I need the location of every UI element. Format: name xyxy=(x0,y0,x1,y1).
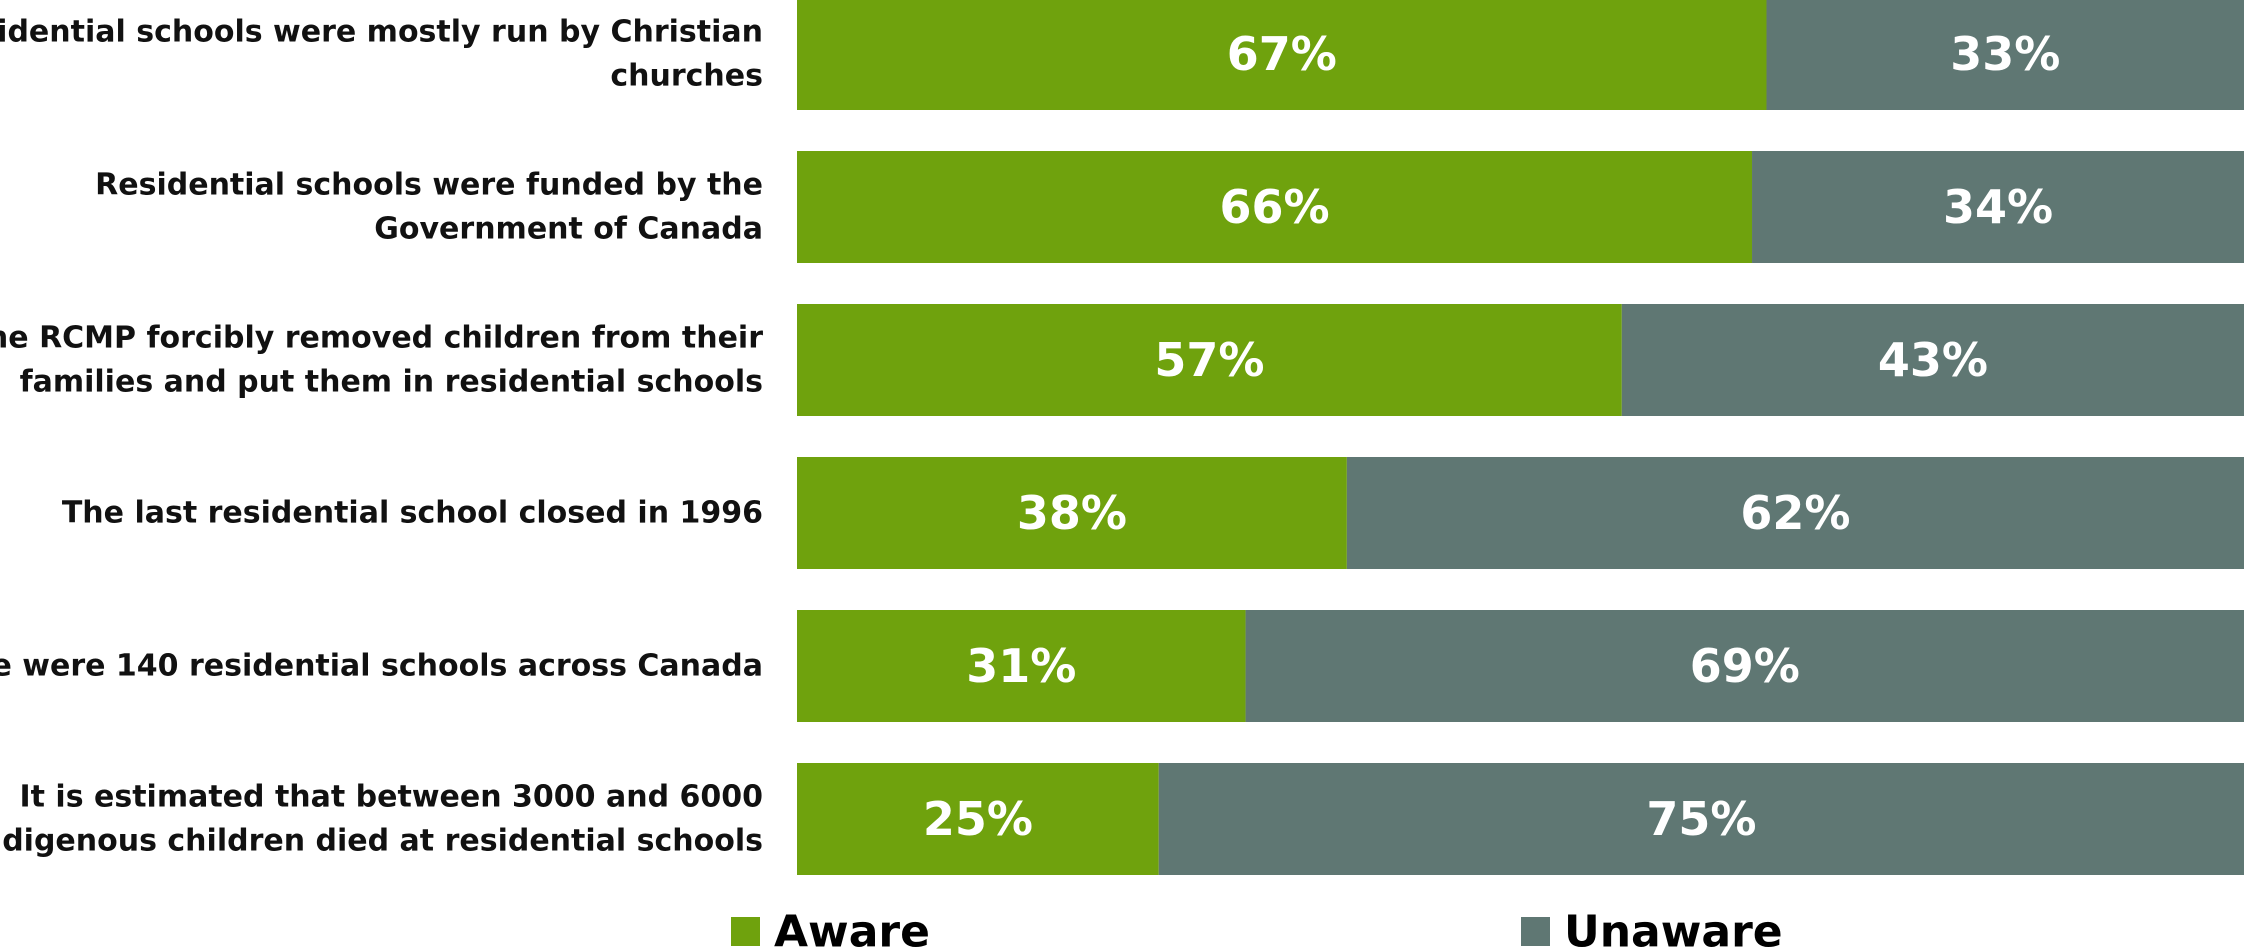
category-label-0-line-1: churches xyxy=(610,59,763,94)
bar-aware-4 xyxy=(797,610,1246,722)
bar-aware-2 xyxy=(797,304,1622,416)
bar-aware-3 xyxy=(797,457,1347,569)
category-label-5-line-0: It is estimated that between 3000 and 60… xyxy=(19,780,763,815)
legend-label-aware: Aware xyxy=(774,907,930,951)
bar-aware-0 xyxy=(797,0,1767,110)
category-label-5-line-1: Indigenous children died at residential … xyxy=(0,824,763,859)
category-label-1-line-0: Residential schools were funded by the xyxy=(95,168,763,203)
category-labels: Residential schools were mostly run by C… xyxy=(0,15,763,859)
bar-unaware-5 xyxy=(1158,763,2244,875)
bar-unaware-2 xyxy=(1621,304,2244,416)
category-label-4-line-0: There were 140 residential schools acros… xyxy=(0,649,763,684)
category-label-2-line-0: The RCMP forcibly removed children from … xyxy=(0,321,763,356)
value-label-aware-3: 38% xyxy=(1017,486,1127,540)
legend-label-unaware: Unaware xyxy=(1564,907,1783,951)
value-label-unaware-5: 75% xyxy=(1646,792,1756,846)
value-label-aware-5: 25% xyxy=(923,792,1033,846)
value-label-aware-4: 31% xyxy=(966,639,1076,693)
value-label-aware-1: 66% xyxy=(1219,180,1329,234)
bar-aware-5 xyxy=(797,763,1159,875)
legend-swatch-aware xyxy=(731,917,760,946)
bar-unaware-1 xyxy=(1752,151,2244,263)
category-label-0-line-0: Residential schools were mostly run by C… xyxy=(0,15,763,50)
category-label-2-line-1: families and put them in residential sch… xyxy=(20,365,763,400)
legend: Aware Unaware xyxy=(731,907,1783,951)
bar-unaware-4 xyxy=(1245,610,2244,722)
bar-unaware-3 xyxy=(1346,457,2244,569)
bar-area: 67% 33% 66% 34% 57% 43% 38% 62% 31% 69% 25% 75% xyxy=(797,0,2244,875)
legend-swatch-unaware xyxy=(1521,917,1550,946)
category-label-1-line-1: Government of Canada xyxy=(374,212,763,247)
value-label-unaware-4: 69% xyxy=(1690,639,1800,693)
value-label-unaware-1: 34% xyxy=(1943,180,2053,234)
bar-aware-1 xyxy=(797,151,1753,263)
value-label-unaware-2: 43% xyxy=(1878,333,1988,387)
value-label-aware-2: 57% xyxy=(1154,333,1264,387)
value-label-unaware-0: 33% xyxy=(1950,27,2060,81)
bar-unaware-0 xyxy=(1766,0,2244,110)
category-label-3-line-0: The last residential school closed in 19… xyxy=(62,496,763,531)
value-label-aware-0: 67% xyxy=(1227,27,1337,81)
value-label-unaware-3: 62% xyxy=(1740,486,1850,540)
